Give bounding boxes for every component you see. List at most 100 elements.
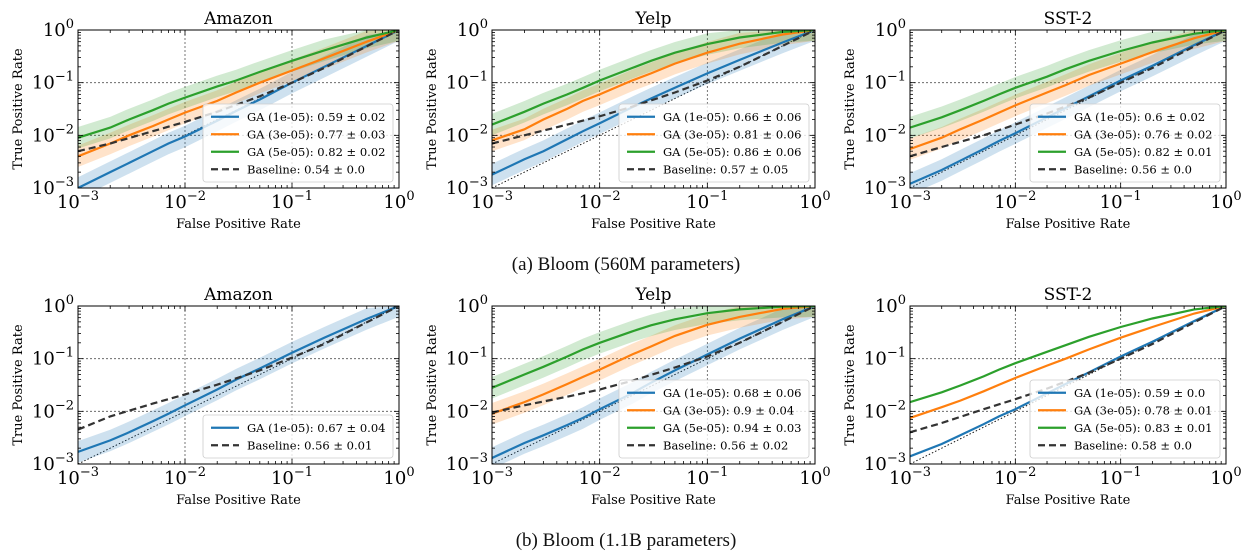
x-tick-label: 10−1 <box>271 465 313 489</box>
y-axis-label: True Positive Rate <box>425 324 440 446</box>
series-line <box>910 30 1226 151</box>
legend-entry: GA (3e-05): 0.77 ± 0.03 <box>247 127 385 141</box>
y-tick-label: 10−1 <box>446 346 488 370</box>
y-axis-label: True Positive Rate <box>11 324 26 446</box>
legend-entry: GA (5e-05): 0.82 ± 0.01 <box>1074 145 1212 159</box>
series-line <box>78 306 399 431</box>
x-axis-label: False Positive Rate <box>591 493 716 508</box>
legend: GA (1e-05): 0.59 ± 0.0 GA (3e-05): 0.78 ±… <box>1029 379 1221 459</box>
legend-frame <box>618 103 810 183</box>
y-tick-label: 10−1 <box>32 70 74 94</box>
legend-entry: GA (5e-05): 0.86 ± 0.06 <box>663 145 801 159</box>
y-tick-label: 10−3 <box>864 451 906 475</box>
chart-title: SST-2 <box>1044 9 1093 29</box>
y-tick-label: 10−2 <box>446 122 488 146</box>
legend: GA (1e-05): 0.67 ± 0.04 Baseline: 0.56 ± … <box>202 414 394 459</box>
y-tick-label: 100 <box>43 293 74 317</box>
y-axis-label: True Positive Rate <box>11 48 26 170</box>
series-line <box>492 30 815 142</box>
x-axis-label: False Positive Rate <box>591 217 716 232</box>
y-tick-label: 10−2 <box>864 122 906 146</box>
y-tick-label: 100 <box>875 17 906 41</box>
y-tick-label: 10−1 <box>864 70 906 94</box>
x-tick-label: 10−3 <box>471 189 513 213</box>
axes-frame <box>77 29 400 189</box>
x-axis-label: False Positive Rate <box>176 217 301 232</box>
x-tick-label: 10−1 <box>686 189 728 213</box>
series-line <box>78 306 399 453</box>
y-tick-label: 100 <box>43 17 74 41</box>
axes-frame <box>491 29 816 189</box>
chart-panel-3: 10−3 10−2 10−1 100 10−3 10−2 10−1 100 Amazon Fals… <box>11 285 415 508</box>
legend-entry: Baseline: 0.58 ± 0.0 <box>1074 438 1192 452</box>
legend-entry: GA (3e-05): 0.9 ± 0.04 <box>663 403 794 417</box>
series-line <box>492 306 815 415</box>
x-tick-label: 100 <box>799 465 830 489</box>
legend: GA (1e-05): 0.66 ± 0.06 GA (3e-05): 0.81 … <box>618 103 810 183</box>
legend-entry: GA (1e-05): 0.59 ± 0.0 <box>1074 386 1205 400</box>
chart-panel-1: 10−3 10−2 10−1 100 10−3 10−2 10−1 100 Yelp False … <box>425 9 831 232</box>
chart-title: SST-2 <box>1044 285 1093 305</box>
x-tick-label: 10−2 <box>994 189 1036 213</box>
x-axis-label: False Positive Rate <box>1006 217 1131 232</box>
legend-entry: GA (1e-05): 0.67 ± 0.04 <box>247 421 385 435</box>
y-tick-label: 10−1 <box>864 346 906 370</box>
y-tick-label: 10−1 <box>446 70 488 94</box>
series-line <box>910 30 1226 129</box>
chart-title: Yelp <box>634 9 671 29</box>
x-tick-label: 10−1 <box>1100 189 1142 213</box>
series-line <box>492 306 815 414</box>
y-tick-label: 10−1 <box>32 346 74 370</box>
x-tick-label: 100 <box>799 189 830 213</box>
y-axis-label: True Positive Rate <box>843 48 858 170</box>
legend-entry: GA (5e-05): 0.82 ± 0.02 <box>247 145 385 159</box>
x-tick-label: 10−2 <box>994 465 1036 489</box>
legend-entry: GA (5e-05): 0.94 ± 0.03 <box>663 421 801 435</box>
y-tick-label: 10−3 <box>32 451 74 475</box>
x-axis-label: False Positive Rate <box>176 493 301 508</box>
legend-entry: GA (3e-05): 0.81 ± 0.06 <box>663 127 801 141</box>
x-tick-label: 10−2 <box>579 465 621 489</box>
legend: GA (1e-05): 0.59 ± 0.02 GA (3e-05): 0.77 … <box>202 103 394 183</box>
legend-entry: GA (1e-05): 0.68 ± 0.06 <box>663 386 801 400</box>
legend-entry: Baseline: 0.56 ± 0.01 <box>247 438 372 452</box>
y-tick-label: 100 <box>875 293 906 317</box>
x-tick-label: 10−3 <box>889 465 931 489</box>
y-tick-label: 10−2 <box>32 398 74 422</box>
x-tick-label: 100 <box>383 465 414 489</box>
x-tick-label: 100 <box>1210 465 1241 489</box>
x-tick-label: 100 <box>383 189 414 213</box>
legend-entry: GA (1e-05): 0.59 ± 0.02 <box>247 110 385 124</box>
chart-panel-0: 10−3 10−2 10−1 100 10−3 10−2 10−1 100 Amazon Fals… <box>11 9 415 232</box>
chart-panel-5: 10−3 10−2 10−1 100 10−3 10−2 10−1 100 SST-2 False… <box>843 285 1242 508</box>
confidence-band <box>910 30 1226 139</box>
legend-entry: GA (3e-05): 0.78 ± 0.01 <box>1074 403 1212 417</box>
axes-frame <box>77 305 400 465</box>
x-tick-label: 10−2 <box>164 465 206 489</box>
legend-entry: Baseline: 0.57 ± 0.05 <box>663 162 788 176</box>
legend-entry: GA (1e-05): 0.6 ± 0.02 <box>1074 110 1205 124</box>
x-tick-label: 10−3 <box>889 189 931 213</box>
series-line <box>492 30 815 145</box>
series-line <box>492 306 815 389</box>
y-tick-label: 10−2 <box>446 398 488 422</box>
diagonal-reference-line <box>78 306 399 464</box>
series-line <box>910 306 1226 404</box>
confidence-band <box>492 30 815 136</box>
legend-entry: GA (1e-05): 0.66 ± 0.06 <box>663 110 801 124</box>
legend-entry: Baseline: 0.56 ± 0.02 <box>663 438 788 452</box>
plot-area <box>78 306 399 464</box>
series-line <box>78 30 399 139</box>
chart-title: Amazon <box>203 285 273 305</box>
y-tick-label: 10−3 <box>446 451 488 475</box>
legend-frame <box>1029 103 1221 183</box>
y-tick-label: 10−3 <box>32 175 74 199</box>
y-tick-label: 10−3 <box>446 175 488 199</box>
chart-title: Yelp <box>634 285 671 305</box>
confidence-band <box>492 306 815 425</box>
y-tick-label: 100 <box>457 17 488 41</box>
caption-b: (b) Bloom (1.1B parameters) <box>515 530 737 551</box>
legend-frame <box>618 379 810 459</box>
